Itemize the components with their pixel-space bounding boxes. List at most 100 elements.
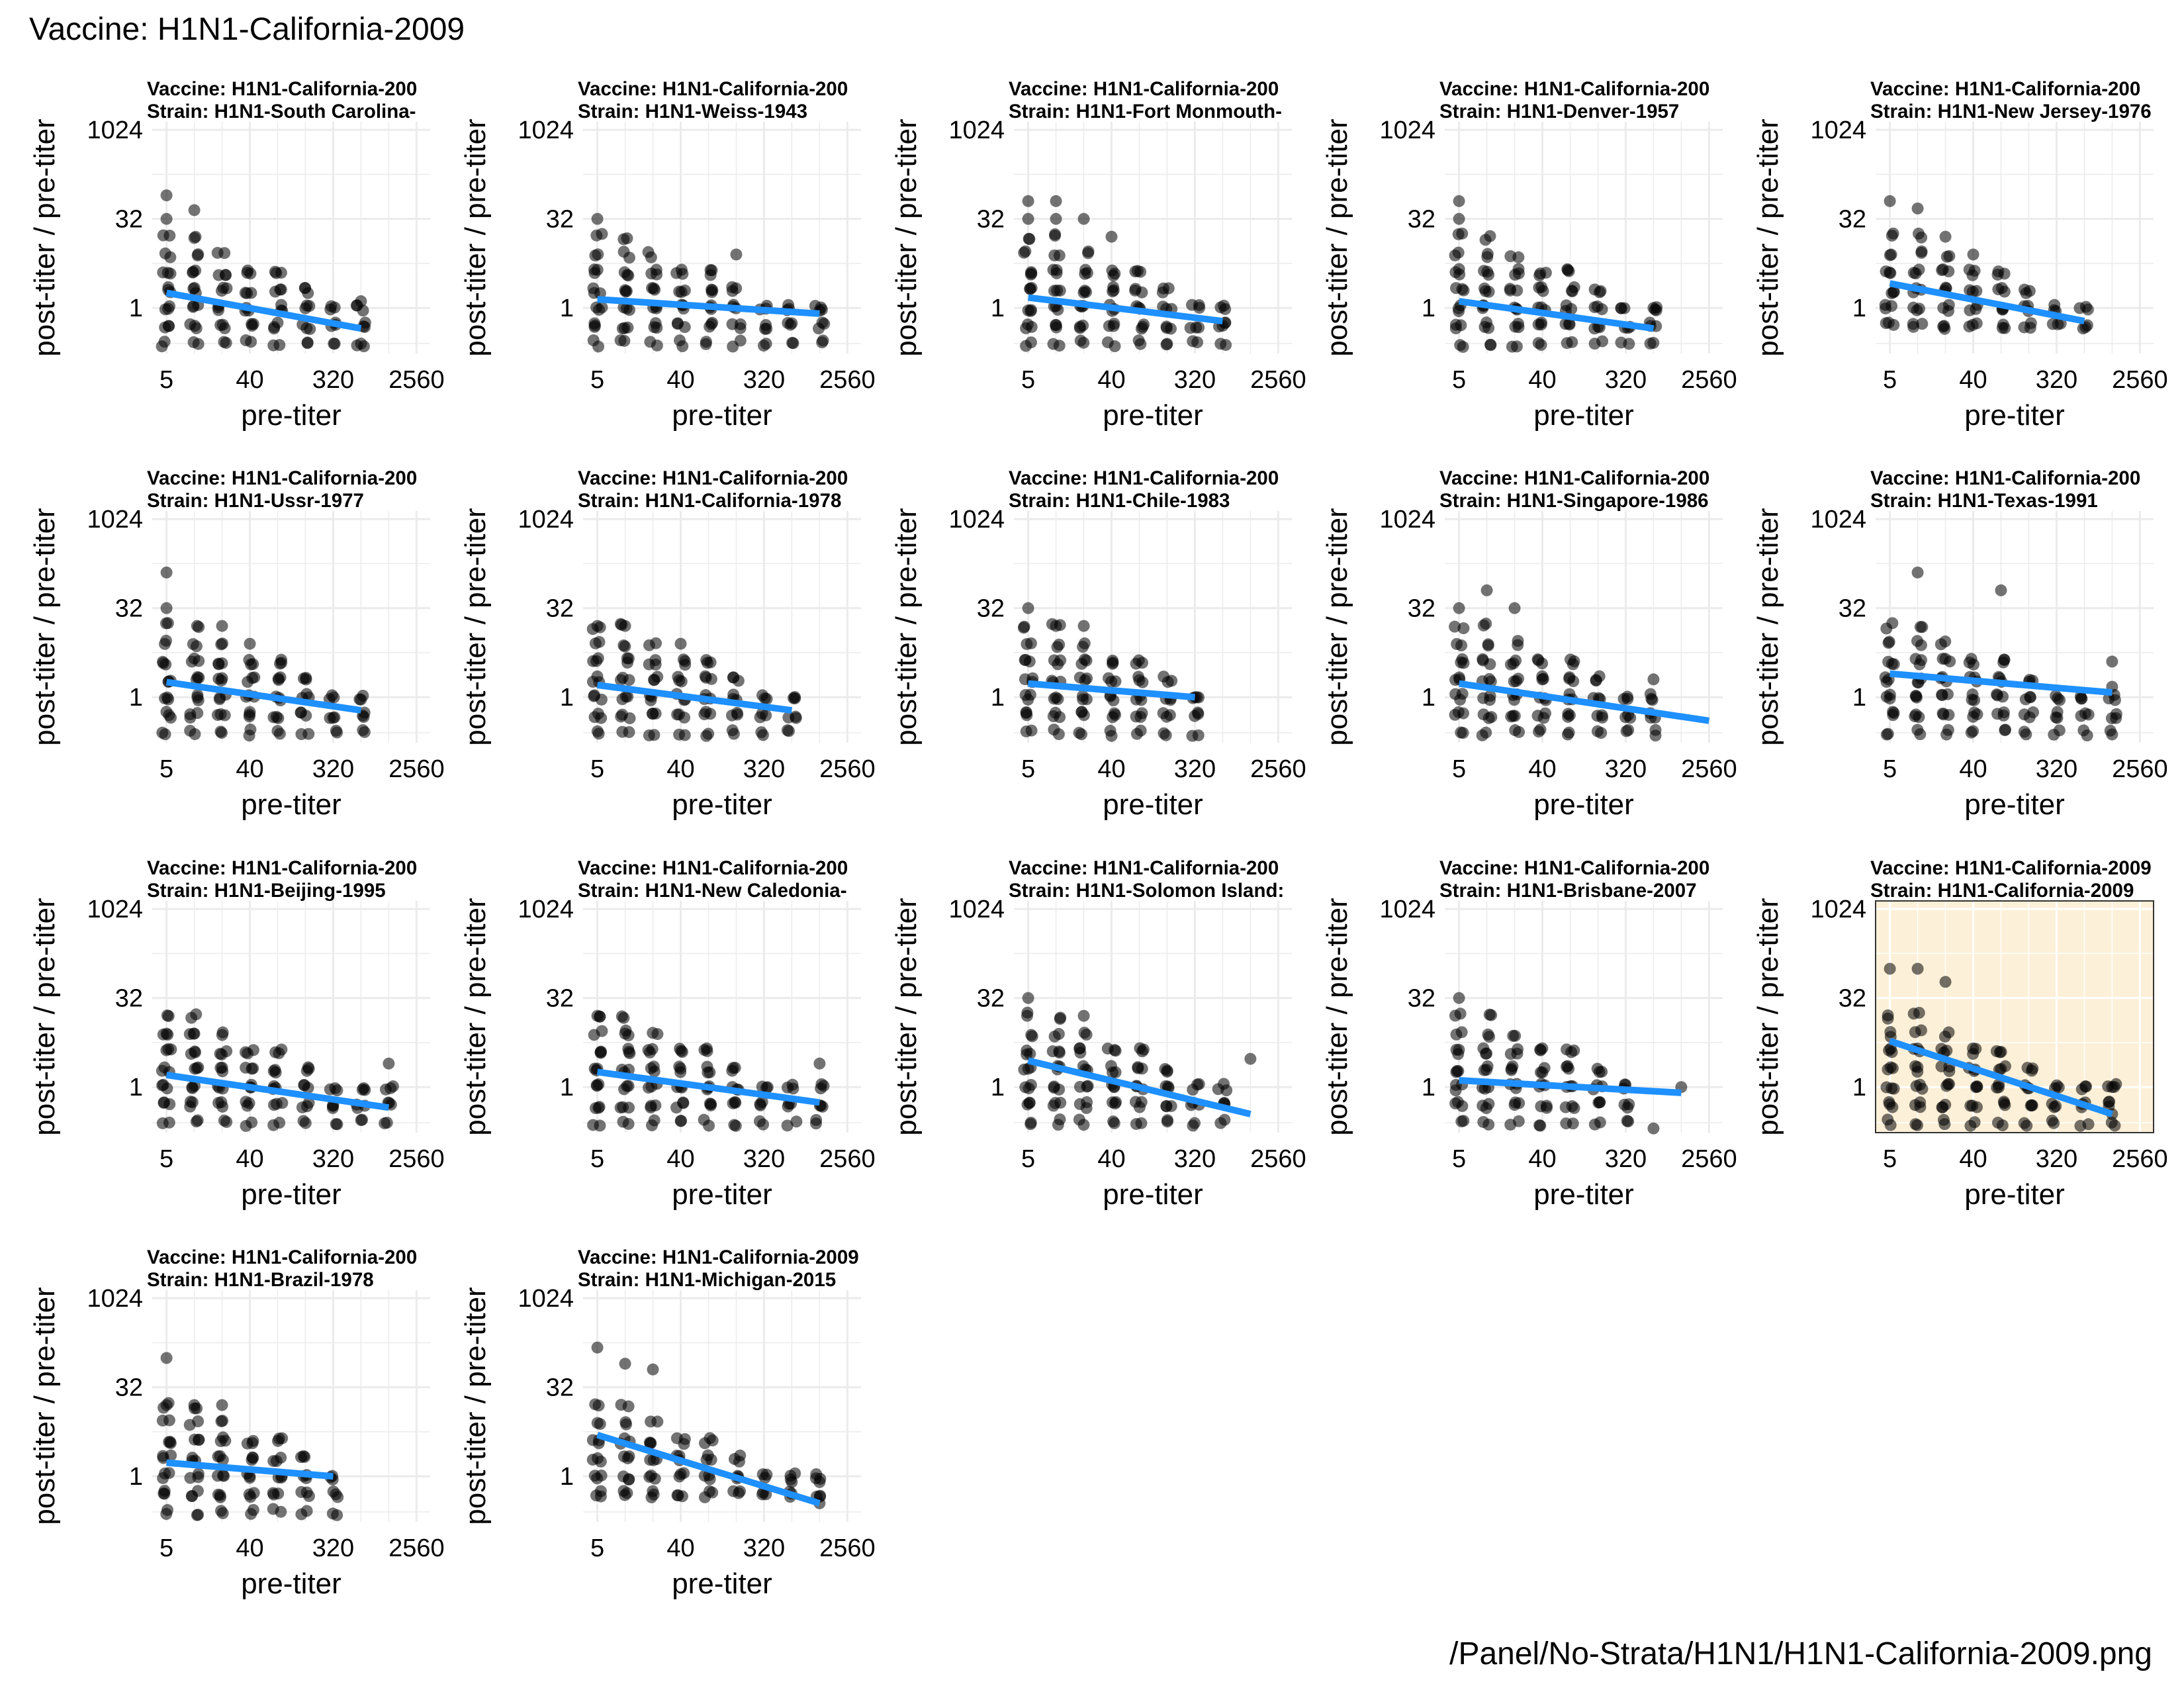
data-point	[1160, 1100, 1173, 1113]
data-point	[267, 1488, 280, 1501]
data-point	[158, 336, 171, 348]
x-tick-label: 5	[1452, 1145, 1466, 1173]
data-point	[619, 1027, 631, 1040]
data-point	[649, 707, 662, 720]
data-point	[1192, 729, 1205, 741]
data-point	[619, 1358, 631, 1370]
x-tick-label: 2560	[2112, 366, 2168, 394]
x-tick-label: 2560	[819, 1534, 876, 1562]
data-point	[619, 640, 631, 653]
data-point	[162, 1043, 175, 1055]
data-point	[1077, 336, 1090, 349]
data-point	[219, 269, 232, 281]
data-point	[298, 281, 311, 294]
data-point	[623, 1047, 636, 1060]
data-point	[816, 336, 829, 349]
y-tick-label: 32	[546, 595, 574, 623]
data-point	[1130, 657, 1142, 670]
x-tick-label: 5	[1021, 1145, 1035, 1173]
data-point	[645, 1100, 657, 1112]
data-point	[247, 1062, 259, 1074]
data-point	[645, 1080, 658, 1093]
data-point	[646, 1119, 659, 1131]
data-point	[241, 267, 253, 279]
data-point	[1907, 1008, 1920, 1020]
data-point	[244, 1491, 257, 1503]
data-point	[1456, 688, 1469, 700]
data-point	[1054, 654, 1067, 667]
x-tick-label: 320	[743, 1534, 785, 1562]
data-point	[1129, 283, 1142, 295]
data-point	[218, 336, 230, 348]
data-point	[1485, 711, 1498, 724]
x-tick-label: 40	[236, 755, 263, 783]
data-point	[159, 728, 171, 741]
x-tick-label: 2560	[1250, 755, 1306, 783]
data-point	[298, 1450, 311, 1463]
y-axis-title: post-titer / pre-titer	[1321, 118, 1353, 356]
data-point	[246, 1454, 258, 1466]
data-point	[1047, 338, 1060, 350]
data-point	[1020, 725, 1032, 737]
data-point	[591, 1009, 604, 1022]
data-point	[160, 1027, 173, 1040]
data-point	[379, 1117, 391, 1129]
data-point	[1019, 654, 1032, 667]
data-point	[1591, 710, 1604, 722]
data-point	[1509, 269, 1522, 281]
panel-title-strain: Strain: H1N1-South Carolina-	[147, 101, 416, 122]
y-axis-title: post-titer / pre-titer	[459, 118, 492, 356]
y-tick-label: 1024	[1810, 117, 1866, 144]
data-point	[1966, 318, 1979, 331]
data-point	[1484, 338, 1497, 351]
data-point	[159, 247, 171, 259]
x-tick-label: 320	[1605, 755, 1647, 783]
data-point	[678, 729, 691, 741]
trend-line	[596, 682, 793, 714]
data-point	[590, 229, 603, 242]
data-point	[1135, 694, 1148, 706]
data-point	[353, 693, 366, 706]
y-tick-label: 32	[1408, 985, 1435, 1013]
x-tick-label: 2560	[819, 366, 876, 394]
data-point	[1940, 250, 1953, 263]
data-point	[216, 1061, 228, 1074]
y-tick-label: 1024	[518, 896, 574, 923]
data-point	[241, 1100, 253, 1112]
y-tick-label: 1	[991, 684, 1005, 712]
data-point	[620, 285, 633, 297]
y-tick-label: 1	[1852, 295, 1866, 322]
trend-line	[1028, 680, 1195, 701]
data-point	[756, 707, 768, 720]
data-point	[1879, 299, 1891, 311]
x-axis-title: pre-titer	[241, 399, 341, 432]
data-point	[1193, 321, 1205, 334]
data-point	[706, 316, 719, 329]
panel-title-strain: Strain: H1N1-Texas-1991	[1870, 490, 2098, 512]
data-point	[1938, 1030, 1951, 1043]
data-point	[275, 1505, 287, 1518]
data-point	[156, 1117, 169, 1129]
y-axis-title: post-titer / pre-titer	[28, 508, 61, 745]
data-point	[246, 1116, 258, 1129]
data-point	[163, 1467, 175, 1479]
data-point	[1883, 1044, 1895, 1056]
data-point	[1911, 962, 1924, 975]
data-point	[1161, 1064, 1173, 1077]
data-point	[1077, 286, 1090, 299]
data-point	[1590, 675, 1602, 687]
data-point	[1566, 1100, 1578, 1113]
data-point	[1621, 1115, 1633, 1127]
data-point	[160, 617, 173, 630]
data-point	[328, 301, 341, 314]
data-point	[189, 728, 201, 741]
x-tick-label: 320	[2036, 1145, 2077, 1173]
data-point	[1052, 1119, 1064, 1131]
x-tick-label: 2560	[1250, 1145, 1306, 1173]
data-point	[816, 1100, 829, 1113]
panel-title-strain: Strain: H1N1-Beijing-1995	[147, 880, 386, 902]
data-point	[355, 338, 367, 350]
data-point	[642, 246, 655, 258]
data-point	[193, 1433, 205, 1446]
